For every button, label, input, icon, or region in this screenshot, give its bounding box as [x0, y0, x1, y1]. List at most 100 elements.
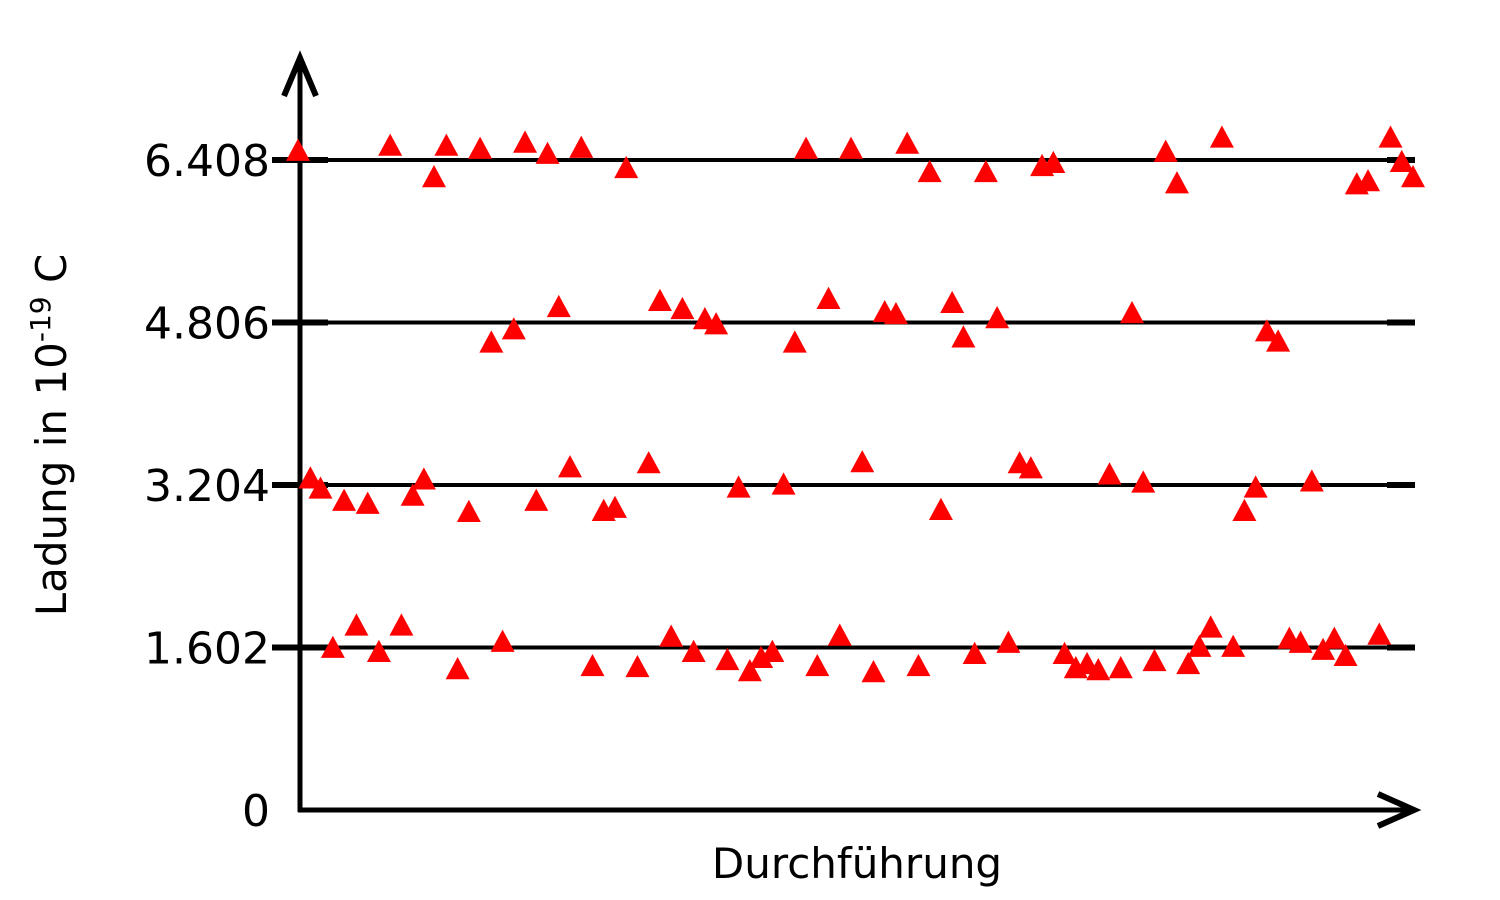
- data-point-triangle: [1221, 634, 1246, 657]
- data-point-triangle: [850, 450, 875, 473]
- y-tick-label: 1.602: [144, 624, 270, 675]
- data-point-triangle: [715, 647, 740, 671]
- data-point-triangle: [580, 653, 605, 677]
- data-point-triangle: [760, 639, 785, 662]
- data-point-triangle: [1299, 469, 1324, 492]
- data-point-triangle: [1288, 630, 1313, 653]
- data-point-triangle: [1378, 125, 1403, 148]
- data-point-triangle: [1086, 658, 1111, 681]
- data-point-triangle: [434, 133, 459, 156]
- data-point-triangle: [1018, 456, 1043, 479]
- data-point-triangle: [1176, 651, 1201, 675]
- data-point-triangle: [614, 155, 639, 179]
- data-point-triangle: [962, 641, 987, 664]
- y-tick-label: 6.408: [144, 136, 270, 187]
- data-point-triangle: [558, 455, 583, 478]
- data-point-triangle: [411, 467, 436, 490]
- data-point-triangle: [895, 131, 920, 154]
- data-point-triangle: [737, 659, 762, 682]
- data-point-triangle: [1254, 319, 1279, 342]
- data-point-triangle: [726, 475, 751, 498]
- data-point-triangle: [1356, 169, 1381, 192]
- data-point-triangle: [1367, 622, 1392, 645]
- data-point-triangle: [928, 497, 953, 520]
- y-axis-title-prefix: Ladung in 10: [27, 342, 76, 616]
- data-point-triangle: [839, 136, 864, 159]
- data-point-triangle: [1187, 634, 1212, 657]
- data-point-triangle: [782, 330, 807, 353]
- data-point-triangle: [456, 499, 481, 522]
- data-point-triangle: [422, 165, 447, 188]
- y-axis-title: Ladung in 10-19 C: [24, 254, 76, 617]
- data-point-triangle: [973, 159, 998, 183]
- data-point-triangle: [805, 653, 830, 677]
- y-axis-title-suffix: C: [27, 254, 76, 297]
- data-point-triangle: [704, 312, 729, 335]
- data-point-triangle: [1389, 149, 1414, 173]
- data-point-triangle: [1322, 626, 1347, 649]
- data-point-triangle: [647, 288, 672, 311]
- data-point-triangle: [468, 136, 493, 159]
- data-point-triangle: [286, 138, 310, 161]
- data-point-triangle: [1243, 475, 1268, 498]
- data-point-triangle: [535, 141, 560, 164]
- data-point-triangle: [996, 630, 1021, 653]
- data-point-triangle: [344, 613, 369, 636]
- y-tick-label: 3.204: [144, 461, 270, 512]
- data-point-triangle: [1052, 641, 1077, 664]
- data-point-triangle: [625, 654, 650, 678]
- data-point-triangle: [1142, 648, 1167, 672]
- data-point-triangle: [861, 660, 886, 683]
- data-point-triangle: [546, 294, 571, 318]
- data-point-triangle: [513, 130, 538, 153]
- data-point-triangle: [366, 639, 391, 662]
- data-point-triangle: [298, 466, 323, 489]
- data-point-triangle: [400, 483, 425, 506]
- data-markers: [286, 125, 1425, 683]
- data-point-triangle: [906, 653, 931, 677]
- data-point-triangle: [1164, 171, 1189, 194]
- data-point-triangle: [308, 476, 333, 499]
- data-point-triangle: [1131, 470, 1156, 493]
- data-point-triangle: [569, 135, 594, 158]
- data-point-triangle: [378, 133, 403, 156]
- data-point-triangle: [883, 301, 908, 325]
- data-point-triangle: [827, 623, 852, 646]
- y-axis-arrow: [281, 50, 319, 98]
- data-point-triangle: [771, 472, 796, 495]
- y-tick-labels: 0 1.602 3.204 4.806 6.408: [144, 136, 270, 837]
- data-point-triangle: [320, 635, 345, 658]
- data-point-triangle: [917, 159, 942, 183]
- data-point-triangle: [681, 639, 706, 662]
- data-point-triangle: [1311, 637, 1336, 660]
- data-point-triangle: [670, 296, 695, 320]
- data-point-triangle: [501, 317, 526, 340]
- y-tick-label: 0: [242, 786, 270, 837]
- data-point-triangle: [659, 624, 684, 647]
- x-axis-title: Durchführung: [712, 839, 1002, 888]
- data-point-triangle: [1108, 655, 1133, 679]
- reference-lines: [272, 157, 1415, 651]
- data-point-triangle: [1153, 139, 1178, 162]
- data-point-triangle: [389, 613, 414, 636]
- data-point-triangle: [445, 657, 470, 680]
- data-point-triangle: [816, 286, 841, 309]
- data-point-triangle: [1120, 300, 1145, 324]
- y-tick-label: 4.806: [144, 299, 270, 350]
- data-point-triangle: [490, 629, 515, 652]
- data-point-triangle: [1333, 643, 1358, 667]
- data-point-triangle: [940, 290, 965, 314]
- data-point-triangle: [951, 325, 976, 348]
- data-point-triangle: [602, 495, 627, 518]
- data-point-triangle: [355, 491, 380, 514]
- data-point-triangle: [332, 488, 357, 511]
- data-point-triangle: [1198, 615, 1223, 638]
- data-point-triangle: [1266, 329, 1291, 352]
- data-point-triangle: [636, 451, 661, 474]
- data-point-triangle: [1041, 150, 1066, 174]
- data-point-triangle: [1401, 165, 1425, 188]
- axes: [281, 50, 1422, 829]
- x-axis-arrow: [1376, 791, 1422, 829]
- data-point-triangle: [524, 488, 549, 511]
